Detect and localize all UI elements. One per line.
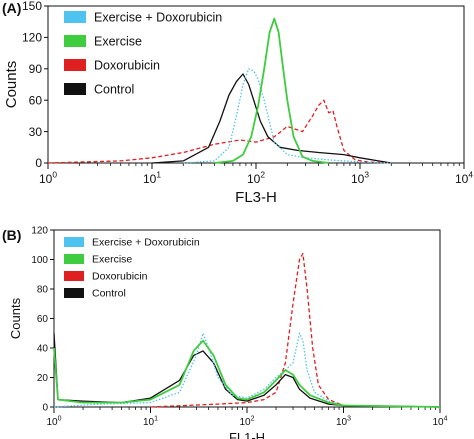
series-lines: [53, 252, 441, 408]
y-tick-label: 60: [29, 93, 43, 107]
series-line-exercise: [214, 17, 329, 164]
y-tick-label: 30: [29, 125, 43, 139]
legend-label: Doxorubicin: [94, 59, 160, 73]
legend-swatch: [64, 271, 84, 281]
x-tick-base: 10: [351, 172, 365, 186]
series-line-exercise-doxorubicin: [183, 68, 392, 164]
legend-swatch: [64, 35, 86, 47]
x-tick-base: 10: [336, 417, 348, 428]
legend-label: Control: [92, 288, 126, 300]
x-tick-label: 104: [455, 170, 473, 186]
x-tick-label: 101: [143, 170, 161, 186]
series-lines: [47, 17, 392, 164]
legend-label: Control: [94, 83, 134, 97]
x-tick-exponent: 4: [444, 416, 448, 423]
y-tick-label: 20: [37, 373, 49, 384]
x-tick-base: 10: [143, 417, 155, 428]
x-tick-base: 10: [247, 172, 261, 186]
y-tick-label: 100: [31, 255, 48, 266]
x-tick-base: 10: [455, 172, 469, 186]
x-tick-label: 102: [247, 170, 265, 186]
x-tick-base: 10: [239, 417, 251, 428]
series-line-exercise: [53, 339, 441, 408]
legend-swatch: [64, 288, 84, 298]
x-tick-exponent: 2: [260, 170, 265, 180]
x-tick-exponent: 1: [156, 170, 161, 180]
y-tick-label: 60: [37, 314, 49, 325]
y-tick-label: 80: [37, 285, 49, 296]
x-tick-exponent: 0: [52, 170, 57, 180]
legend-swatch: [64, 59, 86, 71]
x-tick-base: 10: [46, 417, 58, 428]
legend-swatch: [64, 11, 86, 23]
x-tick-exponent: 3: [364, 170, 369, 180]
y-tick-label: 0: [35, 156, 42, 170]
x-axis-label: FL3-H: [235, 189, 277, 206]
legend-swatch: [64, 83, 86, 95]
x-tick-exponent: 1: [154, 416, 158, 423]
y-tick-label: 40: [37, 344, 49, 355]
panel-label: (B): [2, 227, 21, 243]
series-line-control: [151, 73, 392, 164]
legend: Exercise + Doxorubicin Exercise Doxorubici…: [64, 237, 200, 300]
x-tick-label: 104: [432, 416, 447, 429]
legend-label: Exercise + Doxorubicin: [94, 11, 222, 25]
x-tick-exponent: 2: [251, 416, 255, 423]
x-tick-base: 10: [143, 172, 157, 186]
x-axis-label: FL1-H: [229, 430, 265, 439]
legend-swatch: [64, 237, 84, 247]
x-tick-label: 102: [239, 416, 254, 429]
x-tick-exponent: 4: [468, 170, 473, 180]
y-tick-label: 120: [31, 226, 48, 237]
y-axis-label: Counts: [8, 297, 23, 339]
panel-label: (A): [2, 0, 21, 16]
x-tick-base: 10: [39, 172, 53, 186]
series-line-doxorubicin: [150, 252, 441, 408]
x-tick-label: 101: [143, 416, 158, 429]
x-tick-label: 103: [351, 170, 369, 186]
y-tick-label: 90: [29, 62, 43, 76]
y-tick-label: 0: [42, 403, 48, 414]
legend-label: Exercise: [94, 35, 142, 49]
y-axis-label: Counts: [3, 61, 20, 109]
series-line-doxorubicin: [47, 99, 392, 164]
y-tick-label: 150: [22, 0, 42, 13]
legend: Exercise + Doxorubicin Exercise Doxorubici…: [64, 11, 222, 97]
series-line-exercise-doxorubicin: [53, 332, 441, 408]
y-tick-label: 120: [22, 31, 42, 45]
x-tick-label: 103: [336, 416, 351, 429]
series-line-control: [53, 333, 441, 408]
x-tick-label: 100: [39, 170, 57, 186]
x-tick-label: 100: [46, 416, 61, 429]
legend-swatch: [64, 254, 84, 264]
legend-label: Exercise: [92, 254, 132, 266]
x-tick-base: 10: [432, 417, 444, 428]
legend-label: Exercise + Doxorubicin: [92, 237, 200, 249]
x-tick-exponent: 3: [347, 416, 351, 423]
legend-label: Doxorubicin: [92, 271, 148, 283]
x-tick-exponent: 0: [58, 416, 62, 423]
